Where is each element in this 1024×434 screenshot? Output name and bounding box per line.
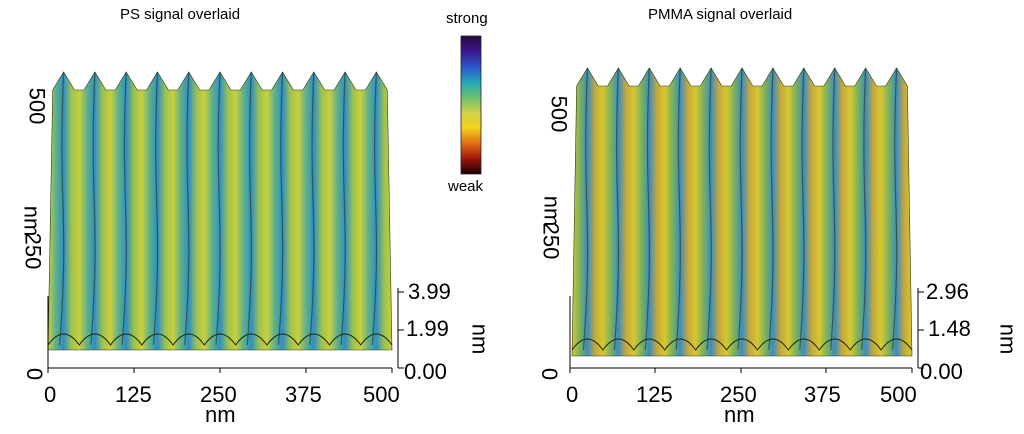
pmma-axes (569, 288, 924, 373)
ps-x-tick: 500 (363, 382, 400, 407)
ps-y-tick: 500 (24, 87, 50, 125)
pmma-z-tick: 1.48 (928, 316, 971, 341)
surface-ridge (768, 67, 774, 351)
surface-ridge (891, 67, 898, 351)
surface-ridge (277, 71, 284, 346)
ps-x-tick: 375 (285, 382, 322, 407)
surface-ridge (184, 71, 190, 346)
surface-ridge (152, 71, 159, 346)
surface-ridge (644, 67, 651, 351)
pmma-x-unit: nm (724, 402, 755, 427)
ps-axes (47, 288, 404, 373)
surface-ridge (371, 71, 378, 346)
pmma-y-unit: nm (539, 195, 565, 227)
pmma-x-tick: 375 (804, 382, 841, 407)
ps-y-tick: 250 (20, 232, 46, 270)
pmma-x-tick: 500 (880, 382, 917, 407)
pmma-y-tick: 500 (546, 95, 572, 133)
surface-ridge (215, 71, 221, 346)
pmma-z-tick: 0.00 (920, 359, 963, 384)
surface-ridge (799, 67, 805, 351)
surface-ridge (59, 71, 65, 346)
surface-front-edge (571, 338, 913, 351)
ps-x-tick: 125 (115, 382, 152, 407)
surface-front-edge (47, 333, 393, 346)
surface-ridge (90, 71, 96, 346)
colorbar (460, 35, 482, 175)
ps-ridge-lines (47, 71, 393, 346)
surface-ridge (830, 67, 836, 351)
ps-z-tick: 3.99 (408, 279, 451, 304)
surface-ridge (246, 71, 253, 346)
ps-x-tick: 0 (44, 382, 57, 407)
pmma-title: PMMA signal overlaid (648, 6, 793, 23)
surface-ridge (582, 67, 589, 351)
ps-y-unit: nm (19, 205, 45, 237)
colorbar-top-label: strong (446, 10, 488, 27)
ps-z-unit: nm (467, 323, 493, 355)
surface-ridge (340, 71, 346, 346)
surface-ridge (675, 67, 681, 351)
pmma-x-tick: 250 (720, 382, 757, 407)
colorbar-bottom-label: weak (448, 178, 484, 195)
ps-z-tick: 0.00 (404, 359, 447, 384)
surface-ridge (706, 67, 712, 351)
pmma-z-tick: 2.96 (926, 279, 969, 304)
pmma-y-tick: 0 (537, 367, 563, 381)
ps-title: PS signal overlaid (120, 6, 241, 23)
ps-x-tick: 250 (200, 382, 237, 407)
ps-surface-plot (47, 71, 404, 373)
surface-ridge (309, 71, 315, 346)
pmma-x-tick: 125 (636, 382, 673, 407)
surface-ridge (613, 67, 620, 351)
pmma-x-tick: 0 (566, 382, 579, 407)
pmma-y-tick: 250 (538, 222, 564, 260)
ps-z-tick: 1.99 (406, 316, 449, 341)
pmma-z-unit: nm (995, 323, 1021, 355)
surface-ridge (737, 67, 743, 351)
surface-ridge (861, 67, 867, 351)
pmma-ridge-lines (571, 67, 913, 351)
ps-y-tick: 0 (22, 367, 48, 381)
ps-x-unit: nm (205, 402, 236, 427)
surface-ridge (121, 71, 127, 346)
pmma-surface-plot (569, 67, 924, 373)
